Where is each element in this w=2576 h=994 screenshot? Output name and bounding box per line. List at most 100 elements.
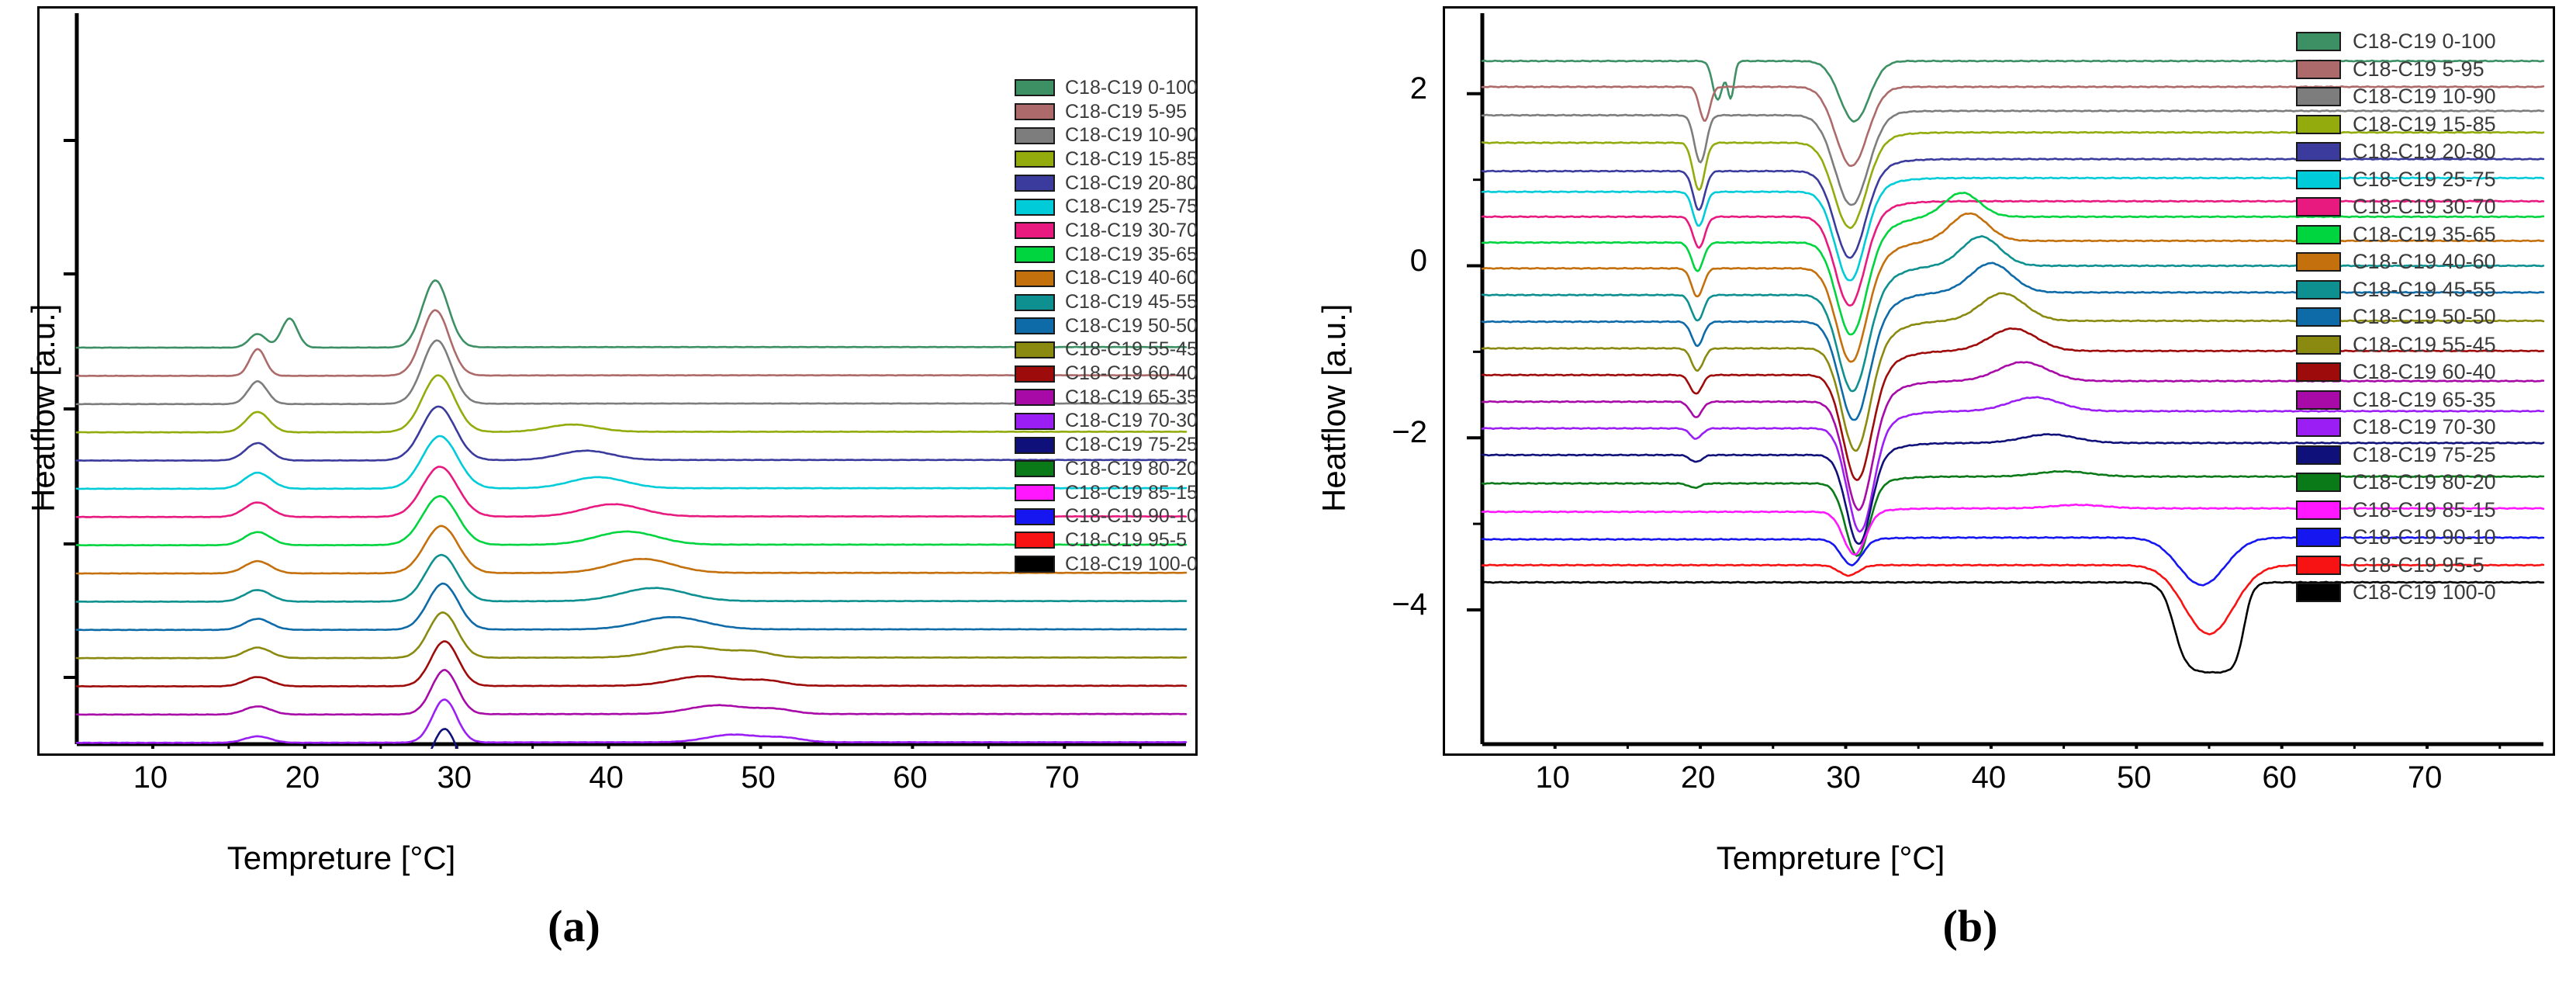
dsc-curve-a (75, 525, 1188, 575)
dsc-curve-b (1481, 563, 2545, 636)
legend-item-a[interactable]: C18-C19 35-65 (1015, 243, 1198, 267)
dsc-curve-a (75, 495, 1188, 547)
legend-item-b[interactable]: C18-C19 25-75 (2296, 166, 2496, 194)
legend-item-b[interactable]: C18-C19 40-60 (2296, 248, 2496, 276)
legend-label: C18-C19 55-45 (1065, 338, 1198, 361)
legend-item-a[interactable]: C18-C19 20-80 (1015, 171, 1198, 196)
y-axis-title-b: Heatflow [a.u.] (1316, 303, 1352, 512)
legend-item-b[interactable]: C18-C19 45-55 (2296, 276, 2496, 304)
dsc-curve-a (75, 374, 1188, 434)
legend-item-a[interactable]: C18-C19 75-25 (1015, 433, 1198, 457)
legend-item-b[interactable]: C18-C19 35-65 (2296, 221, 2496, 249)
legend-label: C18-C19 40-60 (1065, 267, 1198, 289)
legend-label: C18-C19 90-10 (2353, 525, 2496, 549)
dsc-curve-a (75, 435, 1188, 490)
subfigure-caption-a: (a) (548, 901, 600, 951)
legend-swatch-icon (2296, 473, 2341, 493)
legend-swatch-icon (2296, 334, 2341, 355)
plot-canvas-b (1467, 13, 2545, 749)
legend-label: C18-C19 5-95 (1065, 100, 1188, 123)
legend-item-a[interactable]: C18-C19 5-95 (1015, 100, 1198, 124)
x-tick-label-a: 70 (1045, 760, 1080, 795)
dsc-curve-b (1481, 361, 2545, 511)
legend-item-a[interactable]: C18-C19 15-85 (1015, 147, 1198, 171)
legend-item-a[interactable]: C18-C19 85-15 (1015, 481, 1198, 505)
dsc-curve-b (1481, 199, 2545, 307)
legend-swatch-icon (2296, 555, 2341, 575)
legend-item-b[interactable]: C18-C19 70-30 (2296, 414, 2496, 442)
legend-item-a[interactable]: C18-C19 10-90 (1015, 123, 1198, 147)
dsc-curve-a (75, 466, 1188, 518)
legend-item-a[interactable]: C18-C19 50-50 (1015, 314, 1198, 338)
legend-item-b[interactable]: C18-C19 0-100 (2296, 28, 2496, 56)
legend-label: C18-C19 0-100 (2353, 29, 2496, 54)
x-tick-label-b: 50 (2117, 760, 2152, 795)
legend-swatch-icon (2296, 500, 2341, 520)
legend-item-b[interactable]: C18-C19 80-20 (2296, 469, 2496, 497)
legend-swatch-icon (2296, 390, 2341, 410)
legend-item-b[interactable]: C18-C19 95-5 (2296, 552, 2496, 580)
legend-item-a[interactable]: C18-C19 55-45 (1015, 338, 1198, 362)
y-tick-label-b: 0 (1409, 243, 1427, 278)
legend-item-b[interactable]: C18-C19 85-15 (2296, 497, 2496, 525)
legend-item-a[interactable]: C18-C19 45-55 (1015, 290, 1198, 314)
legend-label: C18-C19 0-100 (1065, 76, 1198, 99)
dsc-curve-a (75, 279, 1188, 349)
x-tick-label-a: 30 (437, 760, 472, 795)
dsc-curve-b (1481, 130, 2545, 230)
legend-item-a[interactable]: C18-C19 25-75 (1015, 195, 1198, 219)
legend-label: C18-C19 55-45 (2353, 332, 2496, 356)
legend-swatch-icon (2296, 252, 2341, 272)
legend-item-b[interactable]: C18-C19 20-80 (2296, 138, 2496, 166)
legend-label: C18-C19 65-35 (1065, 386, 1198, 408)
legend-swatch-icon (1015, 246, 1055, 264)
dsc-curve-b (1481, 85, 2545, 168)
legend-label: C18-C19 35-65 (2353, 222, 2496, 246)
legend-swatch-icon (1015, 556, 1055, 573)
legend-item-b[interactable]: C18-C19 5-95 (2296, 56, 2496, 84)
legend-item-a[interactable]: C18-C19 40-60 (1015, 267, 1198, 291)
x-tick-label-a: 10 (133, 760, 168, 795)
legend-swatch-icon (1015, 103, 1055, 121)
legend-swatch-icon (2296, 224, 2341, 244)
legend-item-b[interactable]: C18-C19 50-50 (2296, 303, 2496, 331)
legend-item-b[interactable]: C18-C19 60-40 (2296, 358, 2496, 386)
legend-swatch-icon (1015, 198, 1055, 216)
legend-swatch-icon (1015, 293, 1055, 311)
legend-swatch-icon (1015, 341, 1055, 358)
legend-item-a[interactable]: C18-C19 90-10 (1015, 504, 1198, 528)
legend-item-b[interactable]: C18-C19 65-35 (2296, 386, 2496, 414)
legend-item-a[interactable]: C18-C19 30-70 (1015, 219, 1198, 243)
legend-item-b[interactable]: C18-C19 90-10 (2296, 524, 2496, 552)
legend-item-a[interactable]: C18-C19 60-40 (1015, 362, 1198, 386)
panel-a: Heatflow [a.u.] Tempreture [°C] (a) C18-… (0, 0, 1257, 994)
legend-swatch-icon (1015, 151, 1055, 168)
legend-label: C18-C19 20-80 (2353, 140, 2496, 164)
legend-label: C18-C19 50-50 (1065, 314, 1198, 337)
legend-item-b[interactable]: C18-C19 75-25 (2296, 442, 2496, 469)
legend-item-b[interactable]: C18-C19 10-90 (2296, 83, 2496, 111)
x-tick-label-a: 60 (893, 760, 928, 795)
legend-item-a[interactable]: C18-C19 95-5 (1015, 528, 1198, 552)
dsc-curve-b (1481, 261, 2545, 421)
legend-item-b[interactable]: C18-C19 55-45 (2296, 331, 2496, 359)
x-tick-label-a: 40 (589, 760, 624, 795)
legend-label: C18-C19 80-20 (2353, 470, 2496, 494)
legend-item-a[interactable]: C18-C19 100-0 (1015, 552, 1198, 577)
legend-item-a[interactable]: C18-C19 80-20 (1015, 457, 1198, 481)
legend-item-a[interactable]: C18-C19 70-30 (1015, 410, 1198, 434)
legend-swatch-icon (1015, 484, 1055, 502)
dsc-curve-a (75, 640, 1188, 687)
legend-item-b[interactable]: C18-C19 15-85 (2296, 111, 2496, 139)
dsc-curve-b (1481, 469, 2545, 557)
legend-label: C18-C19 50-50 (2353, 305, 2496, 329)
legend-item-b[interactable]: C18-C19 100-0 (2296, 579, 2496, 607)
legend-item-b[interactable]: C18-C19 30-70 (2296, 193, 2496, 221)
x-axis-title-a: Tempreture [°C] (226, 840, 456, 876)
legend-item-a[interactable]: C18-C19 65-35 (1015, 386, 1198, 410)
legend-swatch-icon (1015, 507, 1055, 525)
legend-swatch-icon (2296, 307, 2341, 327)
legend-item-a[interactable]: C18-C19 0-100 (1015, 76, 1198, 100)
dsc-curve-b (1481, 396, 2545, 533)
